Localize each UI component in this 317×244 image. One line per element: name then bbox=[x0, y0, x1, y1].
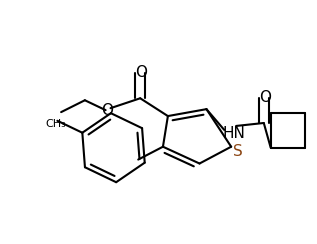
Text: O: O bbox=[101, 103, 113, 118]
Text: CH₃: CH₃ bbox=[45, 119, 66, 129]
Text: O: O bbox=[259, 90, 271, 105]
Text: HN: HN bbox=[222, 126, 245, 141]
Text: O: O bbox=[135, 65, 147, 80]
Text: S: S bbox=[233, 144, 243, 159]
